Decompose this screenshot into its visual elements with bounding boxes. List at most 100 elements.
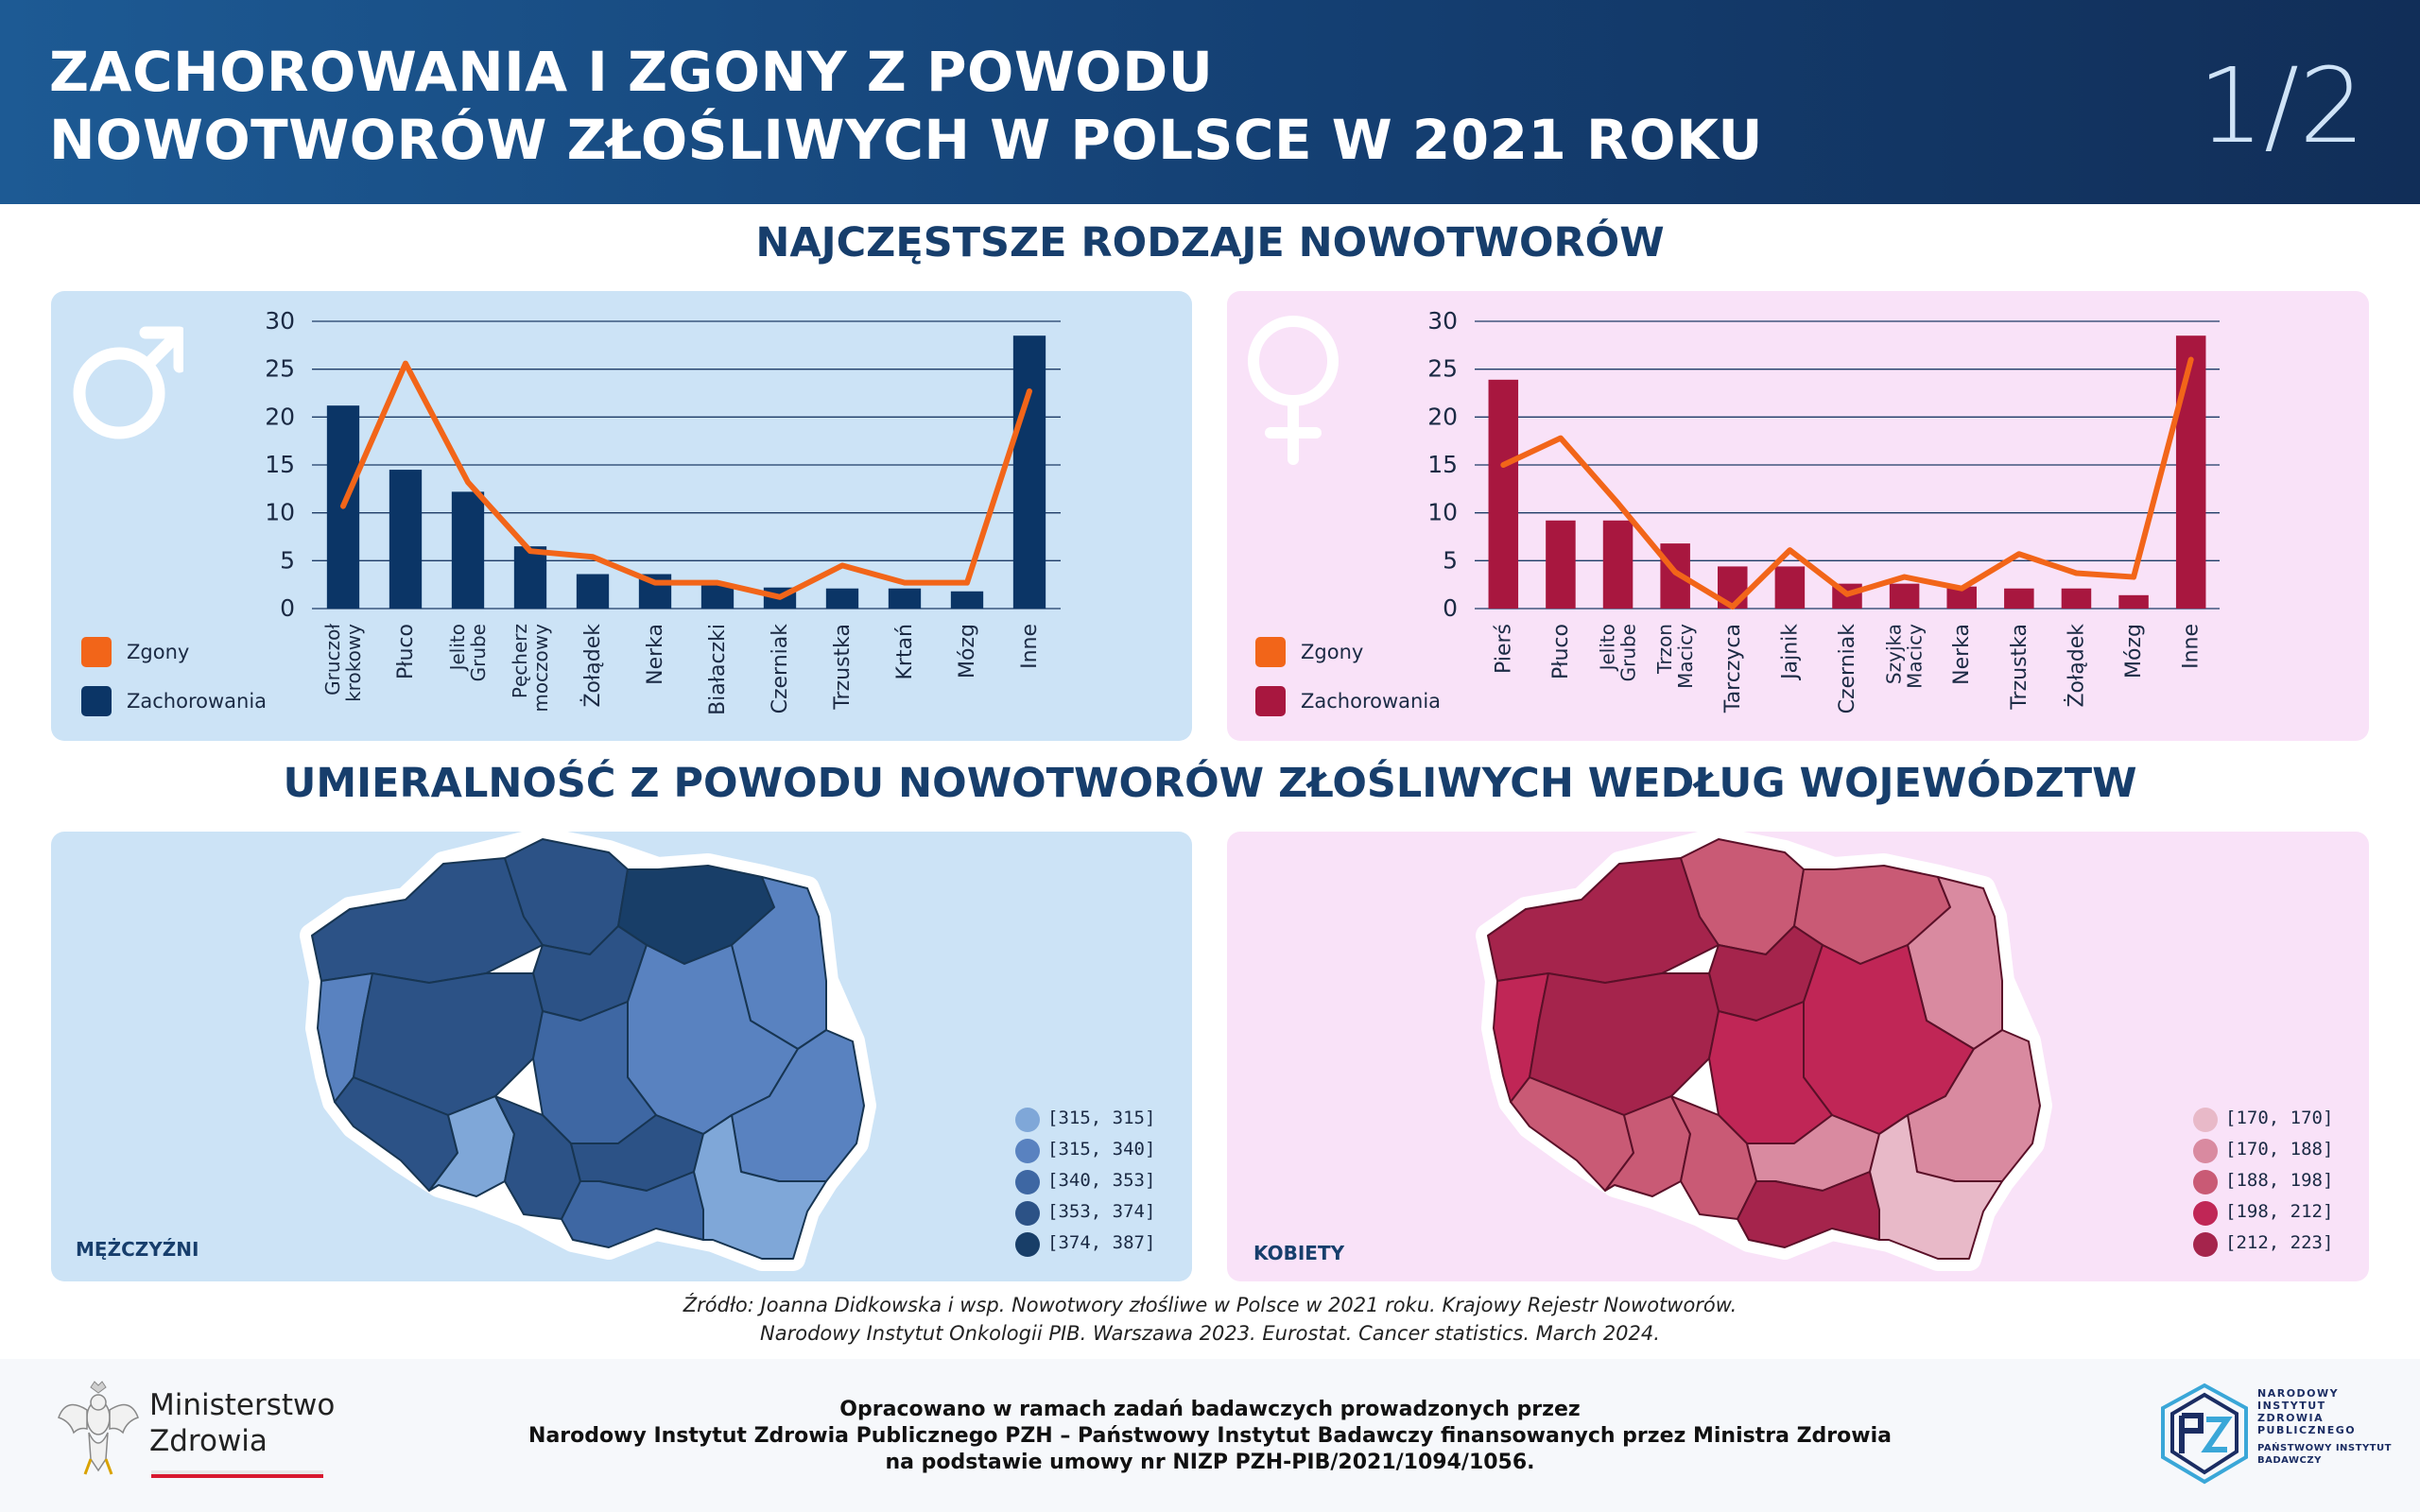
deaths-point bbox=[964, 580, 970, 586]
bar bbox=[389, 470, 423, 609]
legend-cases-label: Zachorowania bbox=[127, 690, 268, 713]
svg-text:Czerniak: Czerniak bbox=[769, 624, 792, 714]
y-tick-label: 25 bbox=[265, 355, 295, 383]
deaths-point bbox=[2016, 551, 2022, 557]
legend-bin-label: [353, 374] bbox=[1047, 1201, 1156, 1222]
pzh-line: BADAWCZY bbox=[2257, 1455, 2322, 1466]
legend-bin-dot bbox=[2193, 1139, 2218, 1163]
bar bbox=[2004, 588, 2034, 609]
title-line-1: ZACHOROWANIA I ZGONY Z POWODU bbox=[49, 40, 1214, 104]
y-tick-label: 5 bbox=[1443, 546, 1458, 574]
bar bbox=[1546, 520, 1576, 609]
svg-text:Trzon: Trzon bbox=[1653, 624, 1676, 675]
credit-line-2: Narodowy Instytut Zdrowia Publicznego PZ… bbox=[528, 1424, 1892, 1448]
deaths-point bbox=[403, 361, 408, 367]
legend-cases-swatch bbox=[1255, 686, 1286, 716]
x-tick-label: Żołądek bbox=[2064, 624, 2088, 708]
deaths-point bbox=[1959, 586, 1964, 592]
deaths-point bbox=[590, 554, 596, 559]
deaths-point bbox=[2188, 357, 2194, 363]
x-tick-label: Czerniak bbox=[1836, 624, 1859, 714]
deaths-point bbox=[1902, 575, 1908, 580]
svg-text:krokowy: krokowy bbox=[342, 624, 365, 702]
svg-text:Grube: Grube bbox=[1617, 624, 1640, 681]
deaths-point bbox=[1027, 388, 1032, 394]
ministry-line-1: Ministerstwo bbox=[149, 1388, 336, 1422]
pzh-line: PAŃSTWOWY INSTYTUT bbox=[2257, 1443, 2392, 1453]
svg-text:Mózg: Mózg bbox=[2122, 624, 2146, 679]
deaths-point bbox=[527, 548, 533, 554]
bar bbox=[2118, 594, 2149, 609]
section-title-mortality: UMIERALNOŚĆ Z POWODU NOWOTWORÓW ZŁOŚLIWY… bbox=[283, 760, 2137, 807]
svg-text:Krtań: Krtań bbox=[893, 624, 917, 680]
svg-text:Jelito: Jelito bbox=[1597, 624, 1619, 672]
men-map-panel: MĘŻCZYŹNI [315, 315] [315, 340] [340, 35… bbox=[51, 832, 1192, 1281]
deaths-point bbox=[715, 580, 720, 586]
svg-text:Pęcherz: Pęcherz bbox=[509, 624, 531, 698]
deaths-point bbox=[340, 504, 346, 509]
region-wielkopolskie bbox=[1529, 972, 1720, 1116]
svg-text:Białaczki: Białaczki bbox=[706, 624, 730, 715]
svg-text:Pierś: Pierś bbox=[1492, 624, 1515, 674]
women-map-panel: KOBIETY [170, 170] [170, 188] [188, 198]… bbox=[1227, 832, 2369, 1281]
y-tick-label: 15 bbox=[1427, 451, 1458, 478]
bar bbox=[1774, 566, 1806, 609]
footer: Ministerstwo Zdrowia Opracowano w ramach… bbox=[0, 1359, 2420, 1512]
section-title-cancer-types: NAJCZĘSTSZE RODZAJE NOWOTWORÓW bbox=[755, 219, 1665, 266]
page-title: ZACHOROWANIA I ZGONY Z POWODU NOWOTWORÓW… bbox=[49, 38, 1763, 174]
legend-deaths-swatch bbox=[81, 637, 112, 667]
svg-text:Jelito: Jelito bbox=[446, 624, 469, 672]
legend-bin-label: [170, 188] bbox=[2225, 1139, 2334, 1160]
bar bbox=[1602, 520, 1634, 609]
x-tick-label: Czerniak bbox=[769, 624, 792, 714]
bar bbox=[950, 591, 984, 609]
legend-bin-dot bbox=[1015, 1170, 1040, 1194]
svg-text:Płuco: Płuco bbox=[1549, 624, 1573, 679]
bar bbox=[1012, 335, 1046, 609]
bar bbox=[576, 574, 610, 609]
source-line-2: Narodowy Instytut Onkologii PIB. Warszaw… bbox=[760, 1322, 1660, 1345]
deaths-point bbox=[465, 479, 471, 485]
men-chart-panel: Zgony Zachorowania 0 5 10 15 20 25 30 Gruczoł kr… bbox=[51, 291, 1192, 741]
pzh-logo-icon bbox=[2161, 1383, 2248, 1485]
svg-text:Tarczyca: Tarczyca bbox=[1721, 624, 1745, 713]
svg-text:Płuco: Płuco bbox=[394, 624, 418, 679]
legend-bin-label: [188, 198] bbox=[2225, 1170, 2334, 1191]
region-podkarpackie bbox=[1869, 1114, 2003, 1260]
deaths-point bbox=[1500, 462, 1506, 468]
legend-bin-label: [374, 387] bbox=[1047, 1232, 1156, 1253]
x-tick-label: Inne bbox=[1018, 624, 1042, 669]
x-tick-label: Mózg bbox=[2122, 624, 2146, 679]
pzh-line: NARODOWY bbox=[2257, 1387, 2340, 1400]
svg-text:Nerka: Nerka bbox=[644, 624, 667, 685]
source-note: Źródło: Joanna Didkowska i wsp. Nowotwor… bbox=[0, 1291, 2420, 1348]
ministry-line-2: Zdrowia bbox=[149, 1424, 268, 1458]
deaths-point bbox=[1558, 436, 1564, 441]
x-tick-label: Płuco bbox=[1549, 624, 1573, 679]
x-tick-label: Trzustka bbox=[831, 624, 855, 711]
pzh-line: PUBLICZNEGO bbox=[2257, 1424, 2357, 1436]
y-tick-label: 30 bbox=[1427, 307, 1458, 335]
x-tick-label: Nerka bbox=[644, 624, 667, 685]
bar bbox=[700, 584, 735, 609]
legend-bin-dot bbox=[1015, 1108, 1040, 1132]
title-line-2: NOWOTWORÓW ZŁOŚLIWYCH W POLSCE W 2021 RO… bbox=[49, 108, 1764, 172]
legend-bin-dot bbox=[2193, 1201, 2218, 1226]
x-tick-label: Żołądek bbox=[580, 624, 605, 708]
legend-cases-label: Zachorowania bbox=[1301, 690, 1442, 713]
svg-text:Inne: Inne bbox=[1018, 624, 1042, 669]
female-symbol-icon bbox=[1248, 316, 1339, 465]
deaths-point bbox=[1844, 592, 1850, 597]
bar bbox=[1488, 379, 1519, 609]
legend-bin-label: [315, 315] bbox=[1047, 1108, 1156, 1128]
deaths-point bbox=[1616, 501, 1621, 507]
page-indicator: 1/2 bbox=[2197, 45, 2365, 166]
svg-text:Mózg: Mózg bbox=[956, 624, 979, 679]
ministry-logo-text: Ministerstwo Zdrowia bbox=[149, 1387, 335, 1459]
svg-text:Grube: Grube bbox=[467, 624, 490, 681]
